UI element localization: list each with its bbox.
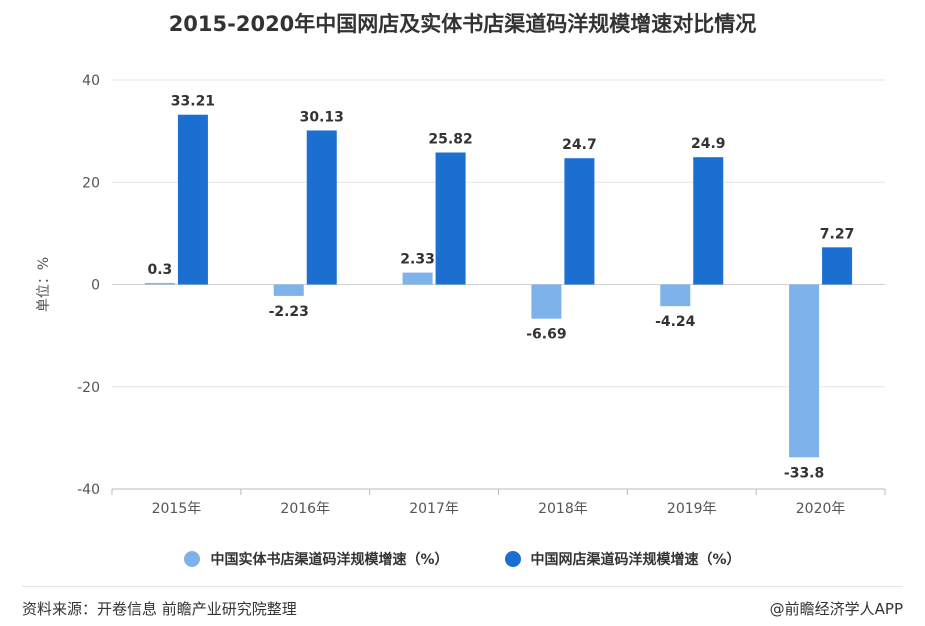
legend-label-physical: 中国实体书店渠道码洋规模增速（%） xyxy=(210,552,449,568)
data-label-online: 30.13 xyxy=(300,109,344,125)
y-tick-label: 40 xyxy=(82,73,100,89)
y-tick-label: -40 xyxy=(77,482,100,498)
y-tick-label: 0 xyxy=(91,278,100,294)
bar-online[interactable] xyxy=(822,247,853,285)
y-tick-label: -20 xyxy=(77,380,100,396)
x-tick-label: 2020年 xyxy=(796,501,846,517)
x-tick-label: 2019年 xyxy=(667,501,717,517)
bar-physical[interactable] xyxy=(660,284,691,307)
data-label-physical: 0.3 xyxy=(148,262,173,278)
bar-physical[interactable] xyxy=(531,284,562,319)
bar-online[interactable] xyxy=(306,130,337,285)
legend-item-physical[interactable]: 中国实体书店渠道码洋规模增速（%） xyxy=(184,549,449,569)
data-label-physical: -33.8 xyxy=(784,465,824,481)
x-tick-label: 2016年 xyxy=(280,501,330,517)
data-label-online: 25.82 xyxy=(428,131,472,147)
x-tick-label: 2015年 xyxy=(152,501,202,517)
data-label-physical: -6.69 xyxy=(526,327,566,343)
chart-title: 2015-2020年中国网店及实体书店渠道码洋规模增速对比情况 xyxy=(168,12,757,36)
bar-physical[interactable] xyxy=(402,272,433,285)
data-label-physical: 2.33 xyxy=(400,252,435,268)
bar-physical[interactable] xyxy=(273,284,304,296)
bar-online[interactable] xyxy=(564,158,595,285)
footer-divider xyxy=(22,586,903,587)
data-label-online: 33.21 xyxy=(171,94,215,110)
y-tick-label: 20 xyxy=(82,175,100,191)
bar-online[interactable] xyxy=(435,152,466,285)
data-label-online: 7.27 xyxy=(820,226,855,242)
data-label-online: 24.7 xyxy=(562,137,597,153)
x-tick-label: 2018年 xyxy=(538,501,588,517)
bar-online[interactable] xyxy=(177,114,208,285)
y-axis-label: 单位：% xyxy=(36,257,52,312)
bar-online[interactable] xyxy=(693,157,724,285)
data-label-physical: -2.23 xyxy=(269,304,309,320)
x-tick-label: 2017年 xyxy=(409,501,459,517)
source-note: 资料来源：开卷信息 前瞻产业研究院整理 xyxy=(22,600,297,618)
data-label-physical: -4.24 xyxy=(655,314,696,330)
legend-swatch-physical xyxy=(184,551,201,567)
data-label-online: 24.9 xyxy=(691,136,726,152)
chart-legend: 中国实体书店渠道码洋规模增速（%） 中国网店渠道码洋规模增速（%） xyxy=(0,549,925,569)
bar-physical[interactable] xyxy=(789,284,820,458)
legend-swatch-online xyxy=(504,551,521,567)
credit-note: @前瞻经济学人APP xyxy=(769,600,903,618)
legend-label-online: 中国网店渠道码洋规模增速（%） xyxy=(530,552,741,568)
legend-item-online[interactable]: 中国网店渠道码洋规模增速（%） xyxy=(504,549,741,569)
bar-physical[interactable] xyxy=(144,282,175,285)
